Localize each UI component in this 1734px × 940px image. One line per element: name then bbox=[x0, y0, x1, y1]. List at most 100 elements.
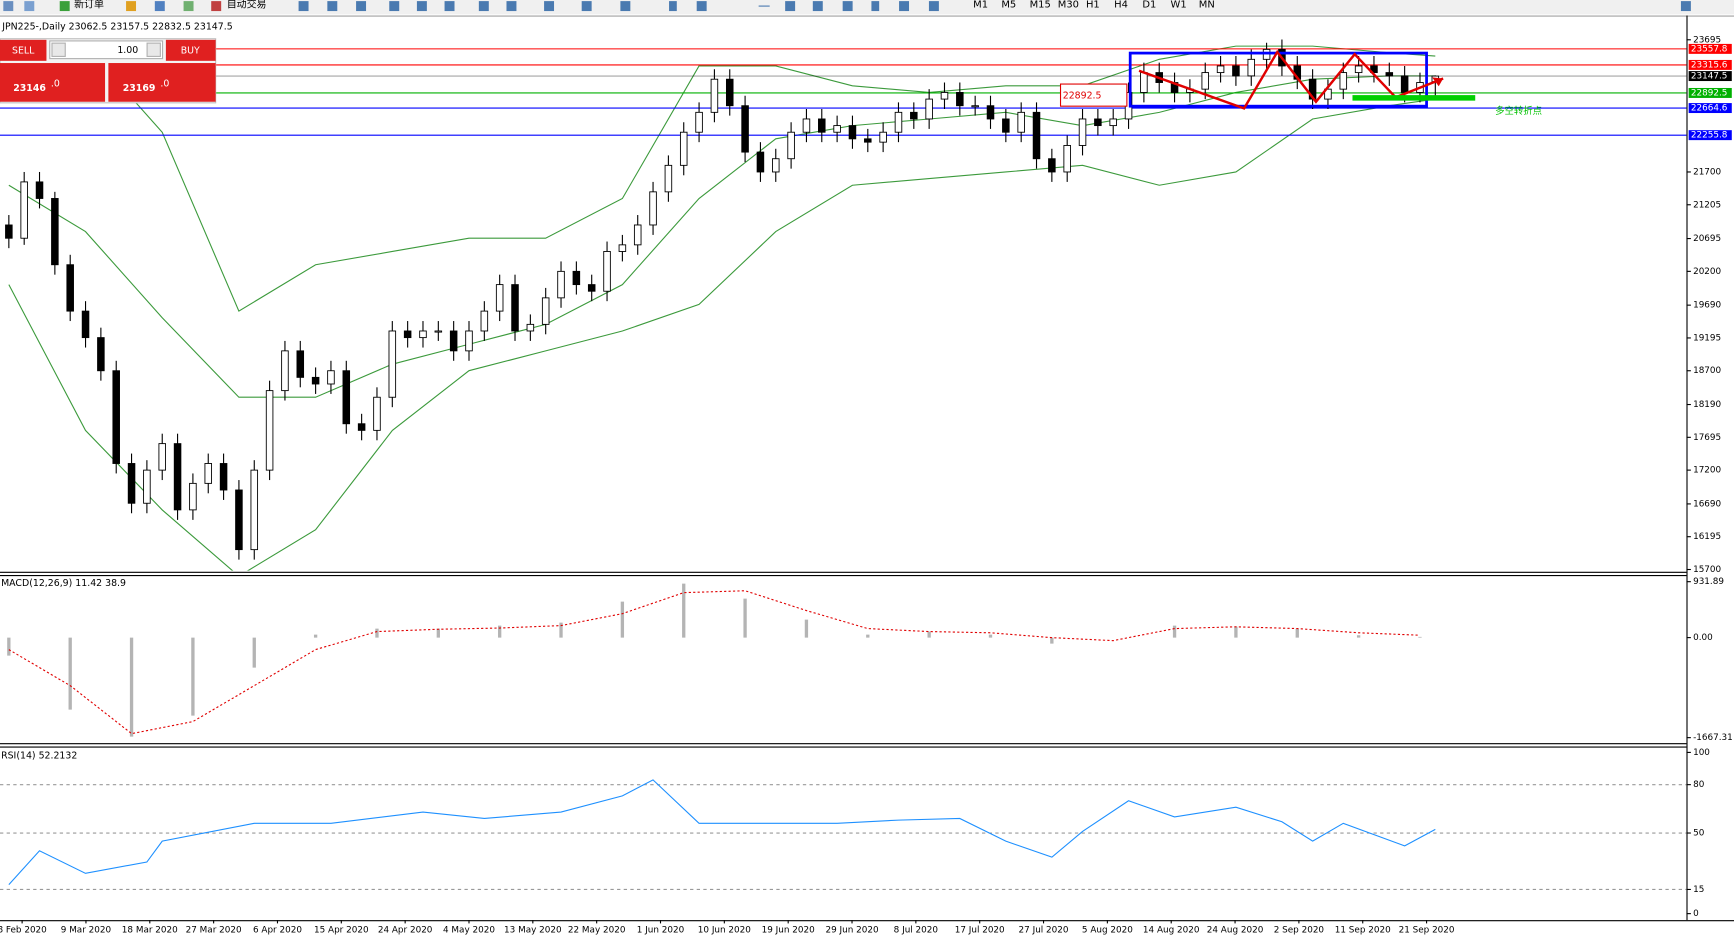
timeframe-button[interactable]: H4 bbox=[1114, 0, 1128, 10]
lot-value[interactable]: 1.00 bbox=[117, 45, 138, 56]
tool-icon[interactable] bbox=[871, 1, 880, 12]
candle-body bbox=[143, 469, 151, 504]
bid-frac[interactable]: .0 bbox=[51, 79, 60, 90]
y-tick-label: 20200 bbox=[1693, 267, 1721, 277]
timeframe-button[interactable]: H1 bbox=[1086, 0, 1100, 10]
rsi-line bbox=[8, 779, 1436, 885]
candle-body bbox=[235, 489, 243, 551]
candle-body bbox=[327, 370, 335, 385]
tool-icon[interactable] bbox=[24, 1, 35, 12]
candle-body bbox=[710, 78, 719, 113]
lot-down[interactable] bbox=[51, 42, 66, 57]
candle-body bbox=[480, 310, 489, 332]
search-icon[interactable] bbox=[1680, 1, 1691, 12]
low: 22832.5 bbox=[152, 21, 191, 32]
ask-frac[interactable]: .0 bbox=[160, 79, 169, 90]
y-tick-label: 931.89 bbox=[1693, 577, 1724, 587]
tool-icon[interactable] bbox=[126, 1, 137, 12]
tool-icon[interactable] bbox=[356, 1, 367, 12]
tool-icon[interactable] bbox=[758, 5, 770, 7]
tool-icon[interactable] bbox=[478, 1, 489, 12]
candle-body bbox=[403, 330, 412, 339]
buy-button[interactable] bbox=[165, 39, 216, 61]
x-tick-label: 27 Jul 2020 bbox=[1019, 926, 1069, 936]
tool-icon[interactable] bbox=[416, 1, 427, 12]
chart-bg bbox=[0, 15, 1734, 940]
tool-icon[interactable] bbox=[696, 1, 707, 12]
candle-body bbox=[1201, 72, 1210, 90]
candle-body bbox=[373, 396, 381, 431]
tool-icon[interactable] bbox=[544, 1, 555, 12]
tool-icon[interactable] bbox=[3, 1, 14, 12]
tool-icon[interactable] bbox=[842, 1, 853, 12]
candle-body bbox=[587, 284, 596, 292]
candle-body bbox=[572, 270, 581, 286]
toolbar: 新订单 自动交易 M1 M5 M1 bbox=[0, 0, 1734, 15]
timeframe-button[interactable]: MN bbox=[1199, 0, 1215, 10]
symbol: JPN225-,Daily bbox=[1, 21, 66, 32]
axes: 23695 21700 21205 20695 20200 19690 19195 18700… bbox=[0, 35, 1733, 935]
x-tick-label: 24 Aug 2020 bbox=[1207, 926, 1264, 936]
tool-icon[interactable] bbox=[327, 1, 338, 12]
sell-button[interactable] bbox=[0, 39, 47, 61]
tool-icon[interactable] bbox=[669, 1, 677, 12]
level-tag bbox=[1688, 43, 1732, 54]
candle-body bbox=[342, 370, 351, 425]
tool-icon[interactable] bbox=[444, 1, 455, 12]
x-tick-label: 5 Aug 2020 bbox=[1082, 926, 1133, 936]
tool-icon[interactable] bbox=[154, 1, 165, 12]
candle-body bbox=[557, 270, 565, 299]
bid-box[interactable] bbox=[0, 63, 106, 102]
tool-icon[interactable] bbox=[389, 1, 400, 12]
y-tick-label: 19195 bbox=[1693, 333, 1721, 343]
lot-up[interactable] bbox=[146, 42, 161, 57]
candle-body bbox=[1048, 158, 1056, 173]
candle-body bbox=[311, 376, 320, 385]
candle-body bbox=[35, 181, 44, 199]
timeframe-button[interactable]: W1 bbox=[1171, 0, 1187, 10]
candle-body bbox=[250, 469, 259, 551]
y-tick-label: 18190 bbox=[1693, 400, 1721, 410]
buy-label[interactable]: BUY bbox=[181, 45, 200, 56]
tool-icon[interactable] bbox=[620, 1, 631, 12]
ask-box[interactable] bbox=[108, 63, 216, 102]
tool-icon[interactable] bbox=[785, 1, 796, 12]
timeframe-button[interactable]: D1 bbox=[1142, 0, 1156, 10]
lot-field[interactable] bbox=[49, 40, 164, 60]
candle-body bbox=[281, 350, 289, 392]
timeframe-button[interactable]: M15 bbox=[1030, 0, 1051, 10]
tool-icon[interactable] bbox=[506, 1, 517, 12]
autotrade-icon[interactable] bbox=[211, 1, 222, 12]
x-tick-label: 8 Feb 2020 bbox=[0, 926, 47, 936]
signal-line bbox=[8, 590, 1420, 735]
x-tick-label: 21 Sep 2020 bbox=[1399, 926, 1455, 936]
tool-icon[interactable] bbox=[899, 1, 910, 12]
tool-icon[interactable] bbox=[581, 1, 592, 12]
x-tick-label: 15 Apr 2020 bbox=[314, 926, 369, 936]
bid-main[interactable]: 23146 bbox=[13, 83, 46, 94]
sell-label[interactable]: SELL bbox=[12, 45, 35, 56]
candle-body bbox=[956, 92, 964, 107]
autotrade[interactable]: 自动交易 bbox=[227, 0, 267, 10]
candle-body bbox=[971, 105, 979, 108]
y-tick-label: 100 bbox=[1693, 748, 1710, 758]
y-tick-label: 15 bbox=[1693, 885, 1704, 895]
tool-icon[interactable] bbox=[298, 1, 309, 12]
price-tag bbox=[1059, 83, 1128, 107]
y-tick-label: 21205 bbox=[1693, 200, 1721, 210]
x-tick-label: 9 Mar 2020 bbox=[61, 926, 112, 936]
new-order[interactable]: 新订单 bbox=[74, 0, 104, 10]
x-tick-label: 11 Sep 2020 bbox=[1335, 926, 1391, 936]
timeframe-button[interactable]: M30 bbox=[1058, 0, 1079, 10]
tool-icon[interactable] bbox=[812, 1, 823, 12]
ask-main[interactable]: 23169 bbox=[123, 83, 156, 94]
tool-icon[interactable] bbox=[183, 1, 194, 12]
new-order-icon[interactable] bbox=[59, 1, 70, 12]
tool-icon[interactable] bbox=[928, 1, 939, 12]
candle-body bbox=[756, 151, 765, 173]
timeframe-button[interactable]: M1 bbox=[973, 0, 988, 10]
candle-body bbox=[1216, 65, 1225, 74]
candle-body bbox=[664, 164, 673, 193]
timeframe-button[interactable]: M5 bbox=[1001, 0, 1016, 10]
